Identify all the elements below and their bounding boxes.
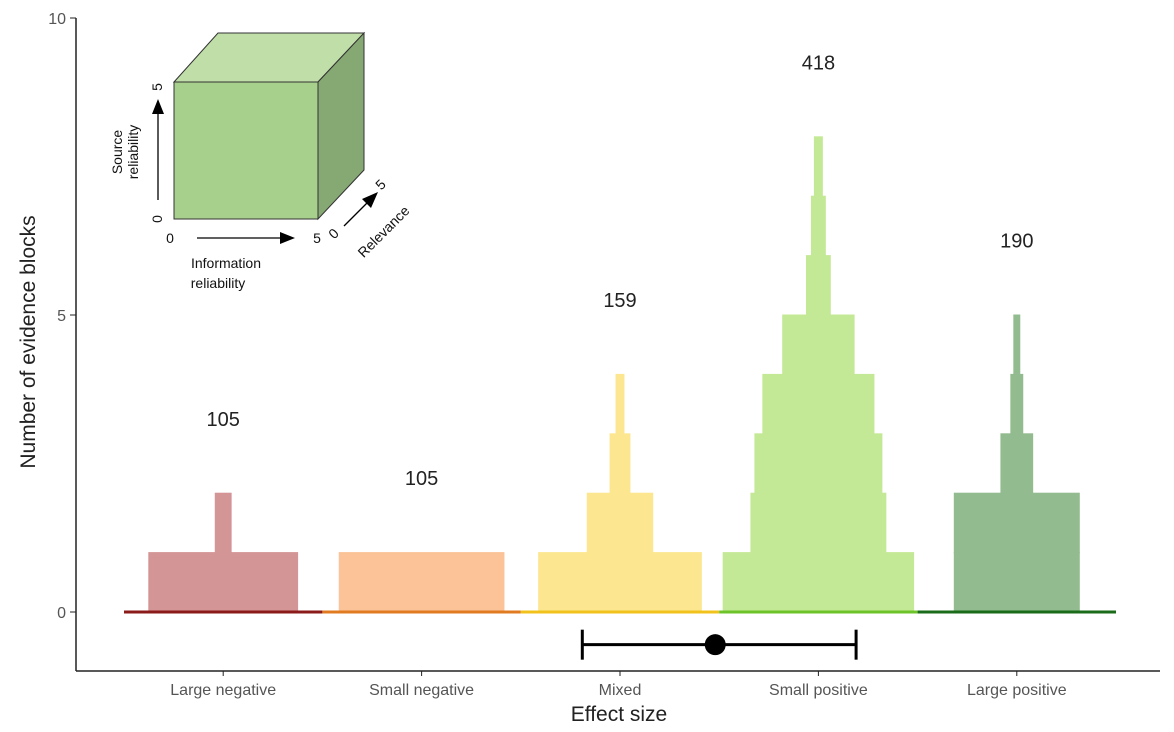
count-label: 105 <box>207 409 240 431</box>
y-tick-label: 10 <box>48 11 66 28</box>
count-label: 190 <box>1000 231 1033 253</box>
info-label-line2: reliability <box>191 275 245 291</box>
bar-tier <box>615 373 625 435</box>
source-axis-min: 0 <box>149 215 165 223</box>
info-arrowhead-icon <box>280 232 295 244</box>
x-tick-labels: Large negative Small negative Mixed Small p… <box>170 671 1067 699</box>
bar-tier <box>338 552 505 613</box>
bars-layer <box>148 136 1080 613</box>
bar-tier <box>586 492 654 554</box>
bar-tier <box>148 552 299 613</box>
bar-tier <box>722 552 915 613</box>
y-axis-title: Number of evidence blocks <box>17 215 40 468</box>
bar-tier <box>1000 433 1034 494</box>
relevance-arrowhead-icon <box>362 192 378 208</box>
bar-tier <box>953 552 1080 613</box>
category-small-negative <box>338 552 505 613</box>
bar-tier <box>1013 314 1021 375</box>
category-mixed <box>538 373 702 613</box>
bar-tier <box>750 492 887 554</box>
info-label-line1: Information <box>191 255 261 271</box>
bar-tier <box>813 136 823 197</box>
category-large-positive <box>953 314 1080 613</box>
source-axis-max: 5 <box>149 83 165 91</box>
bar-tier <box>538 552 702 613</box>
relevance-arrow <box>343 201 369 227</box>
inset-cube-diagram: 5 0 Source reliability 0 5 Information r… <box>109 31 413 291</box>
category-small-positive <box>722 136 915 613</box>
bar-tier <box>214 492 232 554</box>
x-tick-label: Large negative <box>170 682 276 699</box>
count-labels: 105 105 159 418 190 <box>207 52 1034 490</box>
y-ticks: 0 5 10 <box>48 11 76 622</box>
cube-front-face <box>173 81 319 220</box>
x-tick-label: Small negative <box>369 682 474 699</box>
y-tick-label: 5 <box>57 308 66 325</box>
x-tick-label: Large positive <box>967 682 1067 699</box>
info-axis-max: 5 <box>313 230 321 246</box>
source-arrowhead-icon <box>152 99 164 114</box>
relevance-axis-min: 0 <box>325 225 342 242</box>
x-tick-label: Mixed <box>599 682 642 699</box>
bar-tier <box>754 433 883 494</box>
x-tick-label: Small positive <box>769 682 868 699</box>
source-label-line1: Source <box>109 130 125 175</box>
bar-tier <box>805 255 831 316</box>
count-label: 418 <box>802 52 835 74</box>
source-label-line2: reliability <box>125 125 141 179</box>
info-axis-min: 0 <box>166 230 174 246</box>
count-label: 159 <box>603 290 636 312</box>
bar-tier <box>810 195 826 257</box>
bar-tier <box>609 433 631 494</box>
x-axis-title: Effect size <box>571 703 668 726</box>
summary-interval <box>580 629 858 660</box>
bar-tier <box>782 314 855 375</box>
relevance-axis-max: 5 <box>372 176 389 193</box>
bar-tier <box>953 492 1080 554</box>
interval-point <box>704 634 726 656</box>
count-label: 105 <box>405 468 438 490</box>
bar-tier <box>1010 373 1024 435</box>
bar-tier <box>762 373 875 435</box>
category-large-negative <box>148 492 299 613</box>
relevance-label: Relevance <box>354 202 412 260</box>
y-tick-label: 0 <box>57 605 66 622</box>
